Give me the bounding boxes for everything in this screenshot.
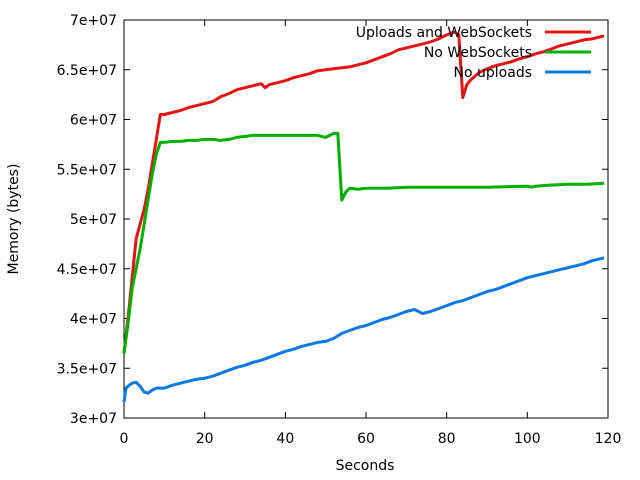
x-axis-ticks: 0 20 40 60 80 100 120	[120, 20, 622, 447]
plot-frame	[123, 19, 609, 419]
y-tick-label: 5.5e+07	[57, 162, 117, 178]
series-line-1	[122, 131, 605, 354]
y-axis-ticks: 3e+07 3.5e+07 4e+07 4.5e+07 5e+07 5.5e+07 6e+0…	[57, 13, 608, 427]
y-tick-label: 6e+07	[70, 113, 117, 129]
y-tick-label: 4.5e+07	[57, 262, 117, 278]
y-tick-label: 3e+07	[70, 411, 117, 427]
x-tick-label: 0	[120, 431, 129, 447]
y-tick-label: 6.5e+07	[57, 63, 117, 79]
y-axis-title: Memory (bytes)	[6, 164, 22, 275]
x-tick-label: 60	[357, 431, 375, 447]
x-tick-label: 20	[196, 431, 214, 447]
x-tick-label: 100	[514, 431, 541, 447]
legend-label-2: No uploads	[454, 65, 532, 81]
x-tick-label: 120	[595, 431, 622, 447]
legend: Uploads and WebSockets No WebSockets No up…	[356, 25, 591, 81]
x-tick-label: 40	[276, 431, 294, 447]
y-tick-label: 4e+07	[70, 312, 117, 328]
series-line-0	[122, 30, 605, 354]
x-tick-label: 80	[438, 431, 456, 447]
series-lines	[122, 30, 605, 403]
legend-label-1: No WebSockets	[424, 45, 532, 61]
y-tick-label: 5e+07	[70, 212, 117, 228]
x-axis-title: Seconds	[336, 458, 395, 474]
y-tick-label: 7e+07	[70, 13, 117, 29]
y-tick-label: 3.5e+07	[57, 361, 117, 377]
series-line-2	[122, 256, 605, 403]
legend-label-0: Uploads and WebSockets	[356, 25, 532, 41]
